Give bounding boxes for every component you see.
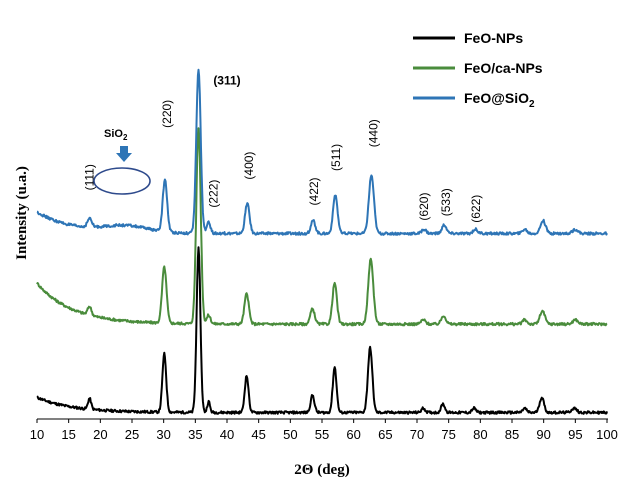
x-axis-title: 2Θ (deg) bbox=[294, 462, 349, 478]
x-tick-label: 80 bbox=[473, 427, 487, 442]
peak-label: (422) bbox=[307, 177, 321, 205]
legend-label: FeO@SiO2 bbox=[464, 90, 535, 110]
sio2-label: SiO2 bbox=[104, 128, 128, 142]
legend-item-feo-ca-nps: FeO/ca-NPs bbox=[413, 60, 543, 76]
x-tick-label: 65 bbox=[378, 427, 392, 442]
legend-label: FeO/ca-NPs bbox=[464, 60, 543, 76]
x-tick-label: 25 bbox=[125, 427, 139, 442]
y-axis-title: Intensity (u.a.) bbox=[14, 166, 30, 260]
peak-label: (440) bbox=[366, 119, 380, 147]
x-tick-label: 70 bbox=[410, 427, 424, 442]
x-tick-label: 90 bbox=[536, 427, 550, 442]
peak-label: (533) bbox=[439, 188, 453, 216]
peak-annotations: (311) (220) (111) (222) (400) (422) (511) (440)… bbox=[83, 74, 483, 223]
sio2-annotation: SiO2 bbox=[93, 128, 151, 195]
x-tick-label: 55 bbox=[315, 427, 329, 442]
series-line-2 bbox=[36, 68, 608, 236]
x-tick-label: 30 bbox=[156, 427, 170, 442]
peak-label: (222) bbox=[207, 180, 221, 208]
peak-label: (511) bbox=[329, 144, 343, 171]
series-line-1 bbox=[36, 127, 608, 327]
legend-item-feo-sio2: FeO@SiO2 bbox=[413, 90, 535, 110]
peak-label: (111) bbox=[83, 164, 97, 190]
x-tick-labels: 10 15 20 25 30 35 40 45 50 55 60 65 70 75 80 85 90 95 100 bbox=[30, 419, 618, 442]
series-layer bbox=[36, 68, 608, 415]
x-tick-label: 40 bbox=[220, 427, 234, 442]
arrow-down-icon bbox=[116, 146, 132, 162]
x-tick-label: 85 bbox=[505, 427, 519, 442]
x-tick-label: 15 bbox=[61, 427, 75, 442]
x-tick-label: 75 bbox=[441, 427, 455, 442]
x-tick-label: 20 bbox=[93, 427, 107, 442]
legend-item-feo-nps: FeO-NPs bbox=[413, 30, 523, 46]
x-tick-label: 95 bbox=[568, 427, 582, 442]
peak-label: (400) bbox=[242, 152, 256, 180]
x-tick-label: 60 bbox=[346, 427, 360, 442]
x-tick-label: 100 bbox=[596, 427, 618, 442]
peak-label: (622) bbox=[469, 195, 483, 223]
x-tick-label: 45 bbox=[251, 427, 265, 442]
peak-label: (311) bbox=[213, 74, 240, 88]
peak-label: (620) bbox=[417, 193, 431, 221]
sio2-hump-ellipse bbox=[93, 167, 151, 195]
legend: FeO-NPs FeO/ca-NPs FeO@SiO2 bbox=[413, 30, 543, 110]
x-tick-label: 35 bbox=[188, 427, 202, 442]
plot-area: 10 15 20 25 30 35 40 45 50 55 60 65 70 75 80 85 90 95 100 … bbox=[30, 68, 618, 442]
x-tick-label: 50 bbox=[283, 427, 297, 442]
legend-label: FeO-NPs bbox=[464, 30, 523, 46]
peak-label: (220) bbox=[160, 100, 174, 128]
x-tick-label: 10 bbox=[30, 427, 44, 442]
series-line-0 bbox=[36, 246, 608, 415]
